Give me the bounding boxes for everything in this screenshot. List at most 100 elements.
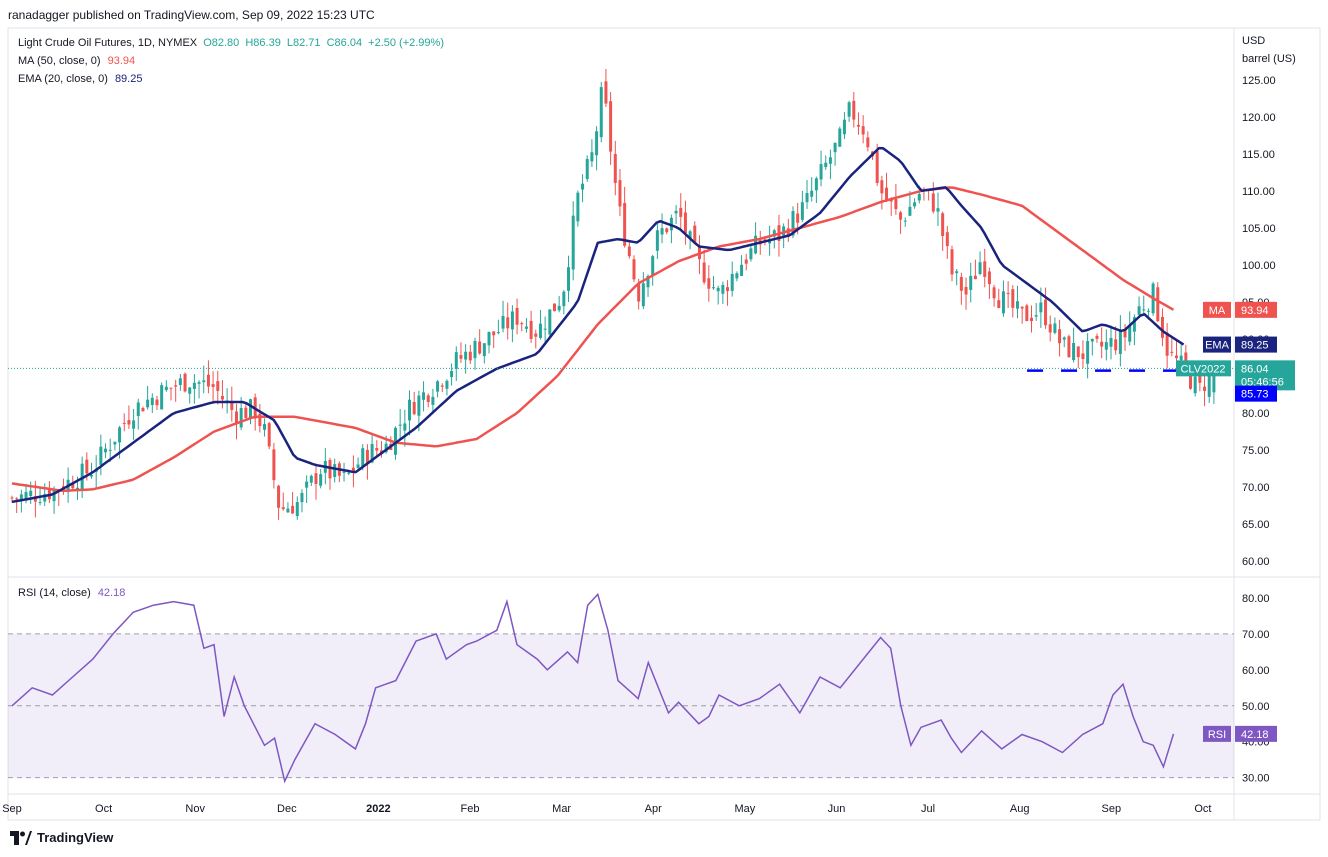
candle-body	[749, 248, 753, 260]
candle-body	[29, 490, 33, 496]
publisher-line: ranadagger published on TradingView.com,…	[8, 8, 375, 22]
candle-body	[75, 487, 79, 490]
low-value: L82.71	[286, 37, 321, 49]
candle-body	[856, 124, 860, 127]
price-axis[interactable]: 125.00120.00115.00110.00105.00100.0095.0…	[1242, 35, 1296, 568]
candle-body	[132, 420, 136, 429]
candle-body	[969, 275, 973, 290]
time-tick-label: Oct	[1194, 803, 1211, 815]
candle-body	[716, 287, 720, 292]
candle-body	[431, 396, 435, 405]
candle-body	[150, 397, 154, 405]
rsi-legend-row[interactable]: RSI (14, close) 42.18	[18, 587, 125, 599]
ma-price-tag-value-bg	[1235, 301, 1277, 318]
candle-body	[1123, 329, 1127, 338]
price-tick-label: 125.00	[1242, 75, 1276, 87]
candle-body	[618, 180, 622, 207]
time-tick-label: Apr	[645, 803, 662, 815]
candle-body	[1170, 351, 1174, 353]
ma-legend-row[interactable]: MA (50, close, 0) 93.94	[18, 52, 444, 70]
ema-price-tag[interactable]: EMA 89.25	[1203, 336, 1277, 353]
close-value: C86.04	[326, 37, 363, 49]
candle-body	[314, 473, 318, 485]
candle-body	[571, 215, 575, 270]
candle-body	[917, 194, 921, 201]
candle-body	[1062, 337, 1066, 340]
candle-body	[833, 142, 837, 153]
candle-body	[931, 193, 935, 212]
candle-body	[1104, 342, 1108, 350]
candle-body	[239, 408, 243, 428]
candle-body	[122, 422, 126, 424]
candle-body	[85, 459, 89, 474]
candle-body	[118, 427, 122, 443]
time-axis[interactable]: Sep Oct Nov Dec 2022 Feb Mar Apr May Jun Jul Aug Sep…	[2, 803, 1211, 815]
candle-body	[319, 474, 323, 486]
candle-body	[529, 320, 533, 339]
candle-body	[478, 341, 482, 354]
candle-body	[426, 395, 430, 403]
candle-body	[581, 183, 585, 190]
time-tick-label: 2022	[366, 803, 390, 815]
rsi-tick-label: 50.00	[1242, 701, 1270, 713]
candle-body	[202, 380, 206, 383]
candle-body	[613, 154, 617, 184]
rsi-value-tag[interactable]: RSI 42.18	[1203, 725, 1277, 742]
candle-body	[1160, 316, 1164, 338]
tradingview-logo[interactable]: TradingView	[10, 830, 113, 845]
candle-body	[1137, 306, 1141, 315]
candle-body	[885, 187, 889, 201]
candle-body	[19, 494, 23, 500]
candle-body	[178, 378, 182, 386]
level-tag-bg	[1235, 385, 1277, 402]
candle-body	[552, 303, 556, 312]
candle-body	[216, 381, 220, 391]
candle-body	[127, 420, 131, 425]
symbol-legend-row[interactable]: Light Crude Oil Futures, 1D, NYMEX O82.8…	[18, 34, 444, 52]
candle-body	[1015, 301, 1019, 309]
candle-body	[992, 287, 996, 299]
candle-body	[1109, 337, 1113, 347]
time-tick-label: Sep	[2, 803, 22, 815]
ema-legend-row[interactable]: EMA (20, close, 0) 89.25	[18, 70, 444, 88]
candle-body	[1020, 306, 1024, 309]
candle-body	[964, 286, 968, 295]
price-tick-label: 120.00	[1242, 112, 1276, 124]
rsi-line	[11, 592, 1175, 784]
rsi-value-tag-value-bg	[1235, 725, 1277, 742]
candle-body	[1030, 317, 1034, 322]
time-tick-label: Sep	[1101, 803, 1121, 815]
candle-body	[450, 370, 454, 378]
candle-body	[506, 317, 510, 329]
support-dashed-line	[8, 367, 1234, 372]
price-tick-label: 60.00	[1242, 556, 1270, 568]
candle-body	[959, 276, 963, 291]
candle-body	[637, 283, 641, 302]
price-tick-label: 105.00	[1242, 223, 1276, 235]
time-tick-label: Feb	[461, 803, 480, 815]
candle-body	[244, 407, 248, 419]
ema-20-path	[11, 146, 1185, 504]
price-tick-label: 115.00	[1242, 149, 1275, 161]
symbol-tag-value-bg	[1235, 360, 1295, 391]
rsi-value-tag-value: 42.18	[1241, 729, 1269, 741]
level-price-tag[interactable]: 85.73	[1235, 385, 1277, 402]
time-tick-label: Dec	[277, 803, 297, 815]
candle-body	[291, 505, 295, 514]
candle-body	[604, 81, 608, 104]
candle-body	[501, 315, 505, 329]
candle-body	[805, 193, 809, 203]
chart-outline	[7, 27, 1321, 821]
candle-body	[492, 331, 496, 336]
candle-body	[1076, 346, 1080, 358]
ma-price-tag[interactable]: MA 93.94	[1203, 301, 1277, 318]
candle-body	[47, 488, 51, 500]
candle-body	[819, 164, 823, 180]
candle-body	[211, 384, 215, 387]
level-tag-value: 85.73	[1241, 389, 1269, 401]
candle-body	[174, 385, 178, 387]
high-value: H86.39	[245, 37, 281, 49]
